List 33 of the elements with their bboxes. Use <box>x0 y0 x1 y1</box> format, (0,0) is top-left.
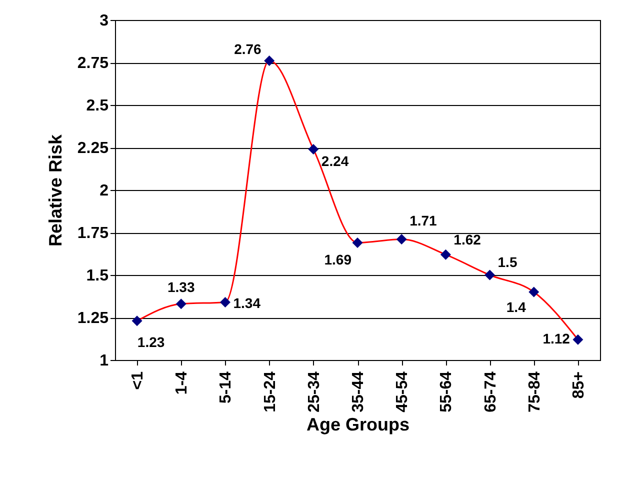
x-tick-label: 1-4 <box>174 371 191 395</box>
x-tick-label: <1 <box>130 371 147 390</box>
x-tick-label: 65-74 <box>482 371 500 412</box>
y-tick-label: 2.75 <box>77 55 109 72</box>
x-tick-label: 35-44 <box>350 371 367 412</box>
x-tick-label: 75-84 <box>526 371 544 412</box>
data-label: 1.71 <box>410 212 438 228</box>
y-tick-label: 1.75 <box>77 225 109 242</box>
data-label: 1.34 <box>233 295 261 312</box>
data-label: 1.62 <box>454 232 482 248</box>
x-tick-label: 45-54 <box>394 371 412 412</box>
data-label: 1.5 <box>498 254 518 270</box>
data-label: 1.33 <box>168 278 195 295</box>
y-axis-title: Relative Risk <box>45 133 66 247</box>
data-label: 1.4 <box>506 299 526 315</box>
data-label: 1.12 <box>542 330 570 347</box>
data-label: 1.23 <box>137 334 165 350</box>
x-tick-label: 55-64 <box>438 371 456 412</box>
x-tick-label: 15-24 <box>262 371 279 412</box>
data-label: 2.76 <box>234 40 262 57</box>
y-tick-label: 2.25 <box>77 140 109 157</box>
x-tick-label: 25-34 <box>306 371 323 412</box>
y-tick-label: 1.5 <box>86 268 109 284</box>
y-tick-label: 1 <box>100 352 109 370</box>
x-tick-label: 5-14 <box>218 371 235 404</box>
y-tick-label: 2 <box>100 182 109 200</box>
x-tick-label: 85+ <box>570 372 588 399</box>
y-tick-label: 3 <box>100 12 109 30</box>
y-tick-label: 1.25 <box>77 310 109 327</box>
data-label: 1.69 <box>324 252 352 268</box>
y-tick-label: 2.5 <box>86 98 109 114</box>
data-label: 2.24 <box>321 153 349 170</box>
x-axis-title: Age Groups <box>306 414 410 434</box>
